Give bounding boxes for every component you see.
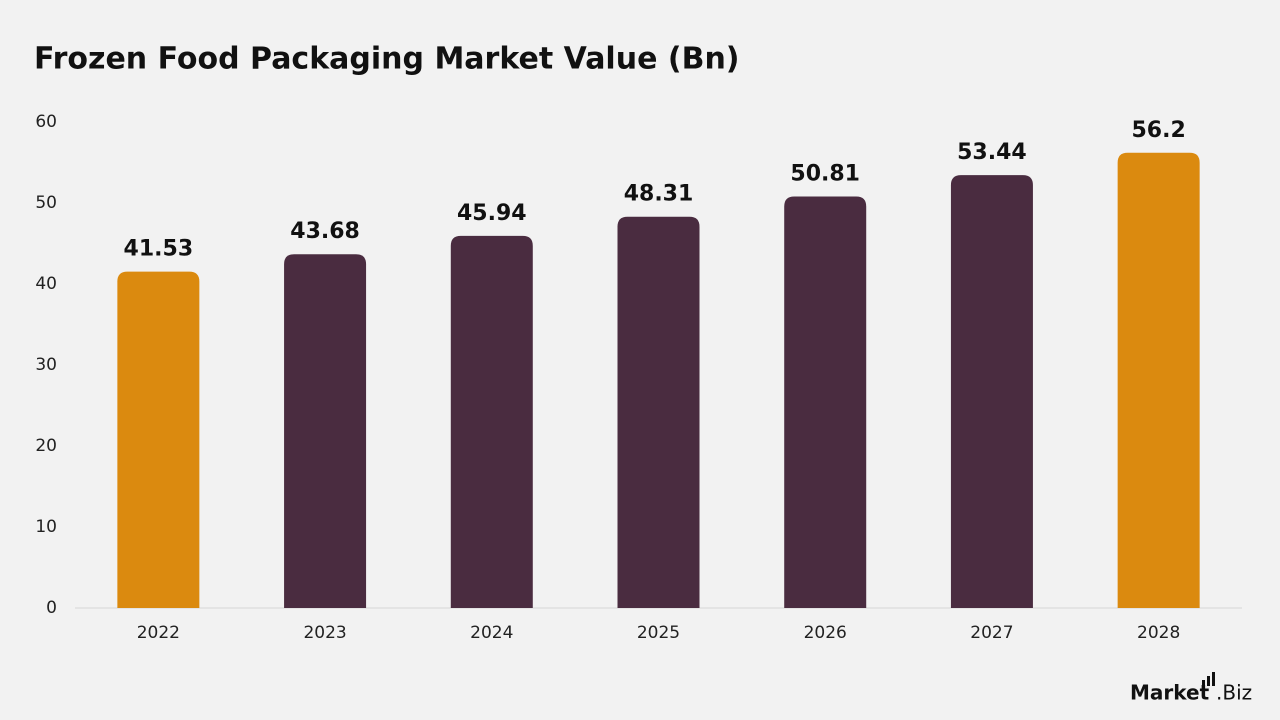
logo-icon: [1207, 676, 1210, 686]
x-tick-label: 2024: [470, 623, 513, 643]
bar: [284, 254, 367, 608]
value-label: 41.53: [124, 237, 194, 262]
bar: [950, 175, 1033, 609]
bar: [617, 216, 700, 608]
y-tick-label: 50: [35, 193, 57, 213]
bar: [784, 196, 867, 608]
value-label: 43.68: [290, 219, 360, 244]
value-label: 50.81: [790, 161, 860, 186]
y-tick-label: 40: [35, 274, 57, 294]
logo-name: Market: [1130, 681, 1210, 705]
value-label: 56.2: [1132, 118, 1186, 143]
x-tick-label: 2027: [970, 623, 1013, 643]
x-tick-label: 2028: [1137, 623, 1180, 643]
x-tick-label: 2025: [637, 623, 680, 643]
x-tick-label: 2026: [804, 623, 847, 643]
y-tick-label: 10: [35, 517, 57, 537]
y-tick-label: 30: [35, 355, 57, 375]
logo-suffix: .Biz: [1216, 681, 1252, 705]
logo-icon: [1202, 680, 1205, 686]
chart-title: Frozen Food Packaging Market Value (Bn): [34, 42, 740, 77]
logo: Market .Biz: [1130, 672, 1252, 705]
bar: [1117, 152, 1200, 608]
y-tick-label: 60: [35, 112, 57, 132]
value-label: 53.44: [957, 140, 1027, 165]
x-tick-label: 2023: [303, 623, 346, 643]
bar: [450, 235, 533, 609]
x-tick-label: 2022: [137, 623, 180, 643]
y-tick-label: 0: [46, 598, 57, 618]
value-label: 48.31: [624, 182, 694, 207]
bar: [117, 271, 200, 608]
value-label: 45.94: [457, 201, 527, 226]
logo-icon: [1212, 672, 1215, 686]
y-tick-label: 20: [35, 436, 57, 456]
